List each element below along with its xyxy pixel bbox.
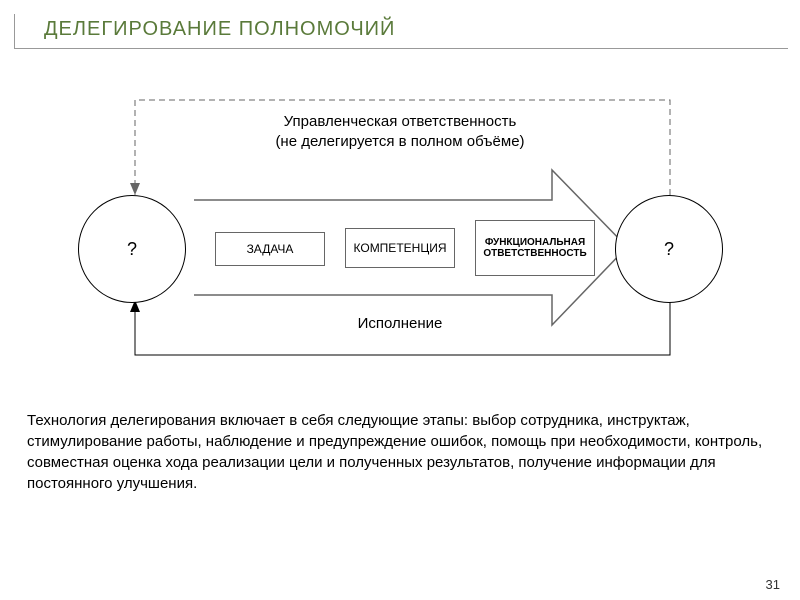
page-title: ДЕЛЕГИРОВАНИЕ ПОЛНОМОЧИЙ [44,18,395,41]
top-label: Управленческая ответственность (не делег… [0,112,800,151]
box-task: ЗАДАЧА [215,232,325,266]
top-label-line2: (не делегируется в полном объёме) [275,133,524,150]
solid-return-arrow [130,300,675,370]
top-label-line1: Управленческая ответственность [284,113,517,130]
title-left-line [14,14,15,48]
description-text: Технология делегирования включает в себя… [27,410,775,494]
page-number: 31 [766,577,780,592]
box-functional: ФУНКЦИОНАЛЬНАЯ ОТВЕТСТВЕННОСТЬ [475,220,595,276]
circle-right: ? [615,195,723,303]
box-competency: КОМПЕТЕНЦИЯ [345,228,455,268]
circle-left: ? [78,195,186,303]
mid-label: Исполнение [0,315,800,332]
title-underline [14,48,788,49]
